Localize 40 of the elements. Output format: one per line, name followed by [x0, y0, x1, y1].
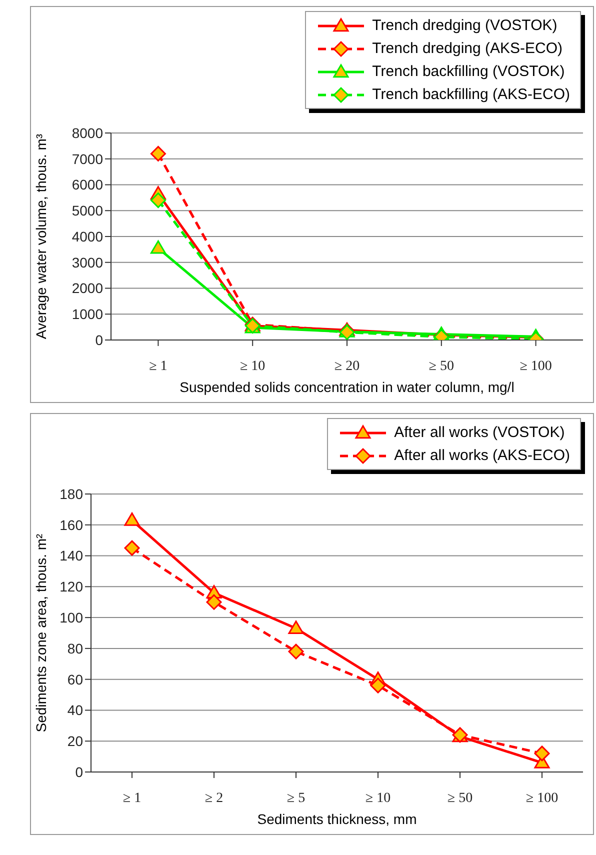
- x-tick-label: ≥ 10: [240, 358, 266, 374]
- legend-label: Trench dredging (AKS-ECO): [372, 40, 563, 57]
- y-tick-label: 160: [60, 516, 84, 533]
- x-tick-label: ≥ 1: [149, 358, 168, 374]
- x-tick-label: ≥ 1: [122, 790, 142, 806]
- y-tick-label: 7000: [72, 150, 104, 167]
- x-tick-label: ≥ 50: [447, 790, 473, 806]
- y-tick-label: 0: [95, 332, 104, 348]
- y-tick-label: 2000: [72, 280, 104, 296]
- y-tick-label: 180: [60, 486, 84, 502]
- x-tick-label: ≥ 20: [334, 358, 360, 374]
- y-tick-label: 4000: [72, 228, 104, 244]
- x-tick-label: ≥ 2: [204, 790, 224, 806]
- x-tick-label: ≥ 100: [520, 358, 552, 374]
- y-tick-label: 5000: [72, 202, 104, 219]
- legend-label: After all works (VOSTOK): [394, 424, 565, 441]
- y-tick-label: 3000: [72, 254, 104, 270]
- legend-label: Trench backfilling (AKS-ECO): [372, 86, 570, 103]
- x-tick-label: ≥ 10: [365, 790, 391, 806]
- y-tick-label: 60: [67, 671, 84, 688]
- x-axis-title: Suspended solids concentration in water column, mg/l: [180, 379, 514, 395]
- y-axis-title: Sediments zone area, thous. m²: [32, 533, 49, 732]
- y-tick-label: 120: [60, 578, 84, 595]
- y-tick-label: 8000: [72, 124, 104, 141]
- y-tick-label: 1000: [72, 306, 104, 322]
- y-tick-label: 40: [67, 702, 84, 718]
- legend-label: Trench dredging (VOSTOK): [372, 17, 558, 34]
- legend-label: Trench backfilling (VOSTOK): [372, 63, 565, 80]
- legend-label: After all works (AKS-ECO): [394, 447, 570, 464]
- y-tick-label: 0: [75, 764, 84, 780]
- y-axis-title: Average water volume, thous. m³: [32, 134, 49, 340]
- x-tick-label: ≥ 50: [428, 358, 454, 374]
- x-tick-label: ≥ 100: [526, 790, 558, 806]
- y-tick-label: 100: [60, 610, 84, 626]
- x-tick-label: ≥ 5: [286, 790, 306, 806]
- y-tick-label: 80: [67, 640, 84, 656]
- y-tick-label: 140: [60, 548, 84, 564]
- y-tick-label: 20: [67, 733, 84, 750]
- y-tick-label: 6000: [72, 176, 104, 193]
- x-axis-title: Sediments thickness, mm: [257, 811, 417, 827]
